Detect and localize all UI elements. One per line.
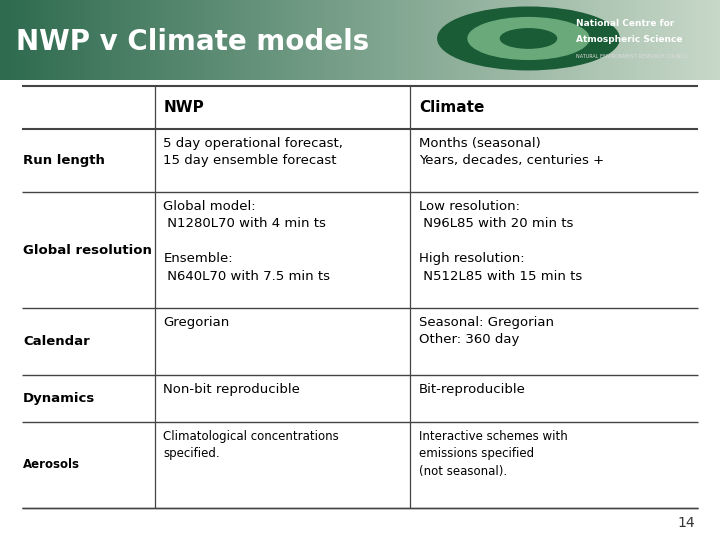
Text: Global model:
 N1280L70 with 4 min ts

Ensemble:
 N640L70 with 7.5 min ts: Global model: N1280L70 with 4 min ts Ens… — [163, 200, 330, 283]
Text: Seasonal: Gregorian
Other: 360 day: Seasonal: Gregorian Other: 360 day — [419, 316, 554, 346]
Circle shape — [438, 7, 619, 70]
Text: Global resolution: Global resolution — [23, 244, 152, 256]
Text: Climate: Climate — [419, 100, 485, 115]
Text: NWP v Climate models: NWP v Climate models — [16, 28, 369, 56]
Text: Climatological concentrations
specified.: Climatological concentrations specified. — [163, 430, 339, 460]
Text: 5 day operational forecast,
15 day ensemble forecast: 5 day operational forecast, 15 day ensem… — [163, 137, 343, 167]
Text: Bit-reproducible: Bit-reproducible — [419, 383, 526, 396]
Text: Dynamics: Dynamics — [23, 392, 95, 405]
Text: NWP: NWP — [163, 100, 204, 115]
Text: Calendar: Calendar — [23, 335, 90, 348]
Text: Run length: Run length — [23, 154, 105, 167]
Text: Gregorian: Gregorian — [163, 316, 230, 329]
Circle shape — [468, 18, 589, 59]
Text: NATURAL ENVIRONMENT RESEARCH COUNCIL: NATURAL ENVIRONMENT RESEARCH COUNCIL — [576, 54, 688, 59]
Circle shape — [500, 29, 557, 48]
Text: 14: 14 — [678, 516, 695, 530]
Text: Non-bit reproducible: Non-bit reproducible — [163, 383, 300, 396]
Text: Low resolution:
 N96L85 with 20 min ts

High resolution:
 N512L85 with 15 min ts: Low resolution: N96L85 with 20 min ts Hi… — [419, 200, 582, 283]
Text: National Centre for: National Centre for — [576, 19, 674, 28]
Text: Interactive schemes with
emissions specified
(not seasonal).: Interactive schemes with emissions speci… — [419, 430, 568, 478]
Text: Atmospheric Science: Atmospheric Science — [576, 36, 683, 44]
Text: Aerosols: Aerosols — [23, 458, 80, 471]
Text: Months (seasonal)
Years, decades, centuries +: Months (seasonal) Years, decades, centur… — [419, 137, 604, 167]
